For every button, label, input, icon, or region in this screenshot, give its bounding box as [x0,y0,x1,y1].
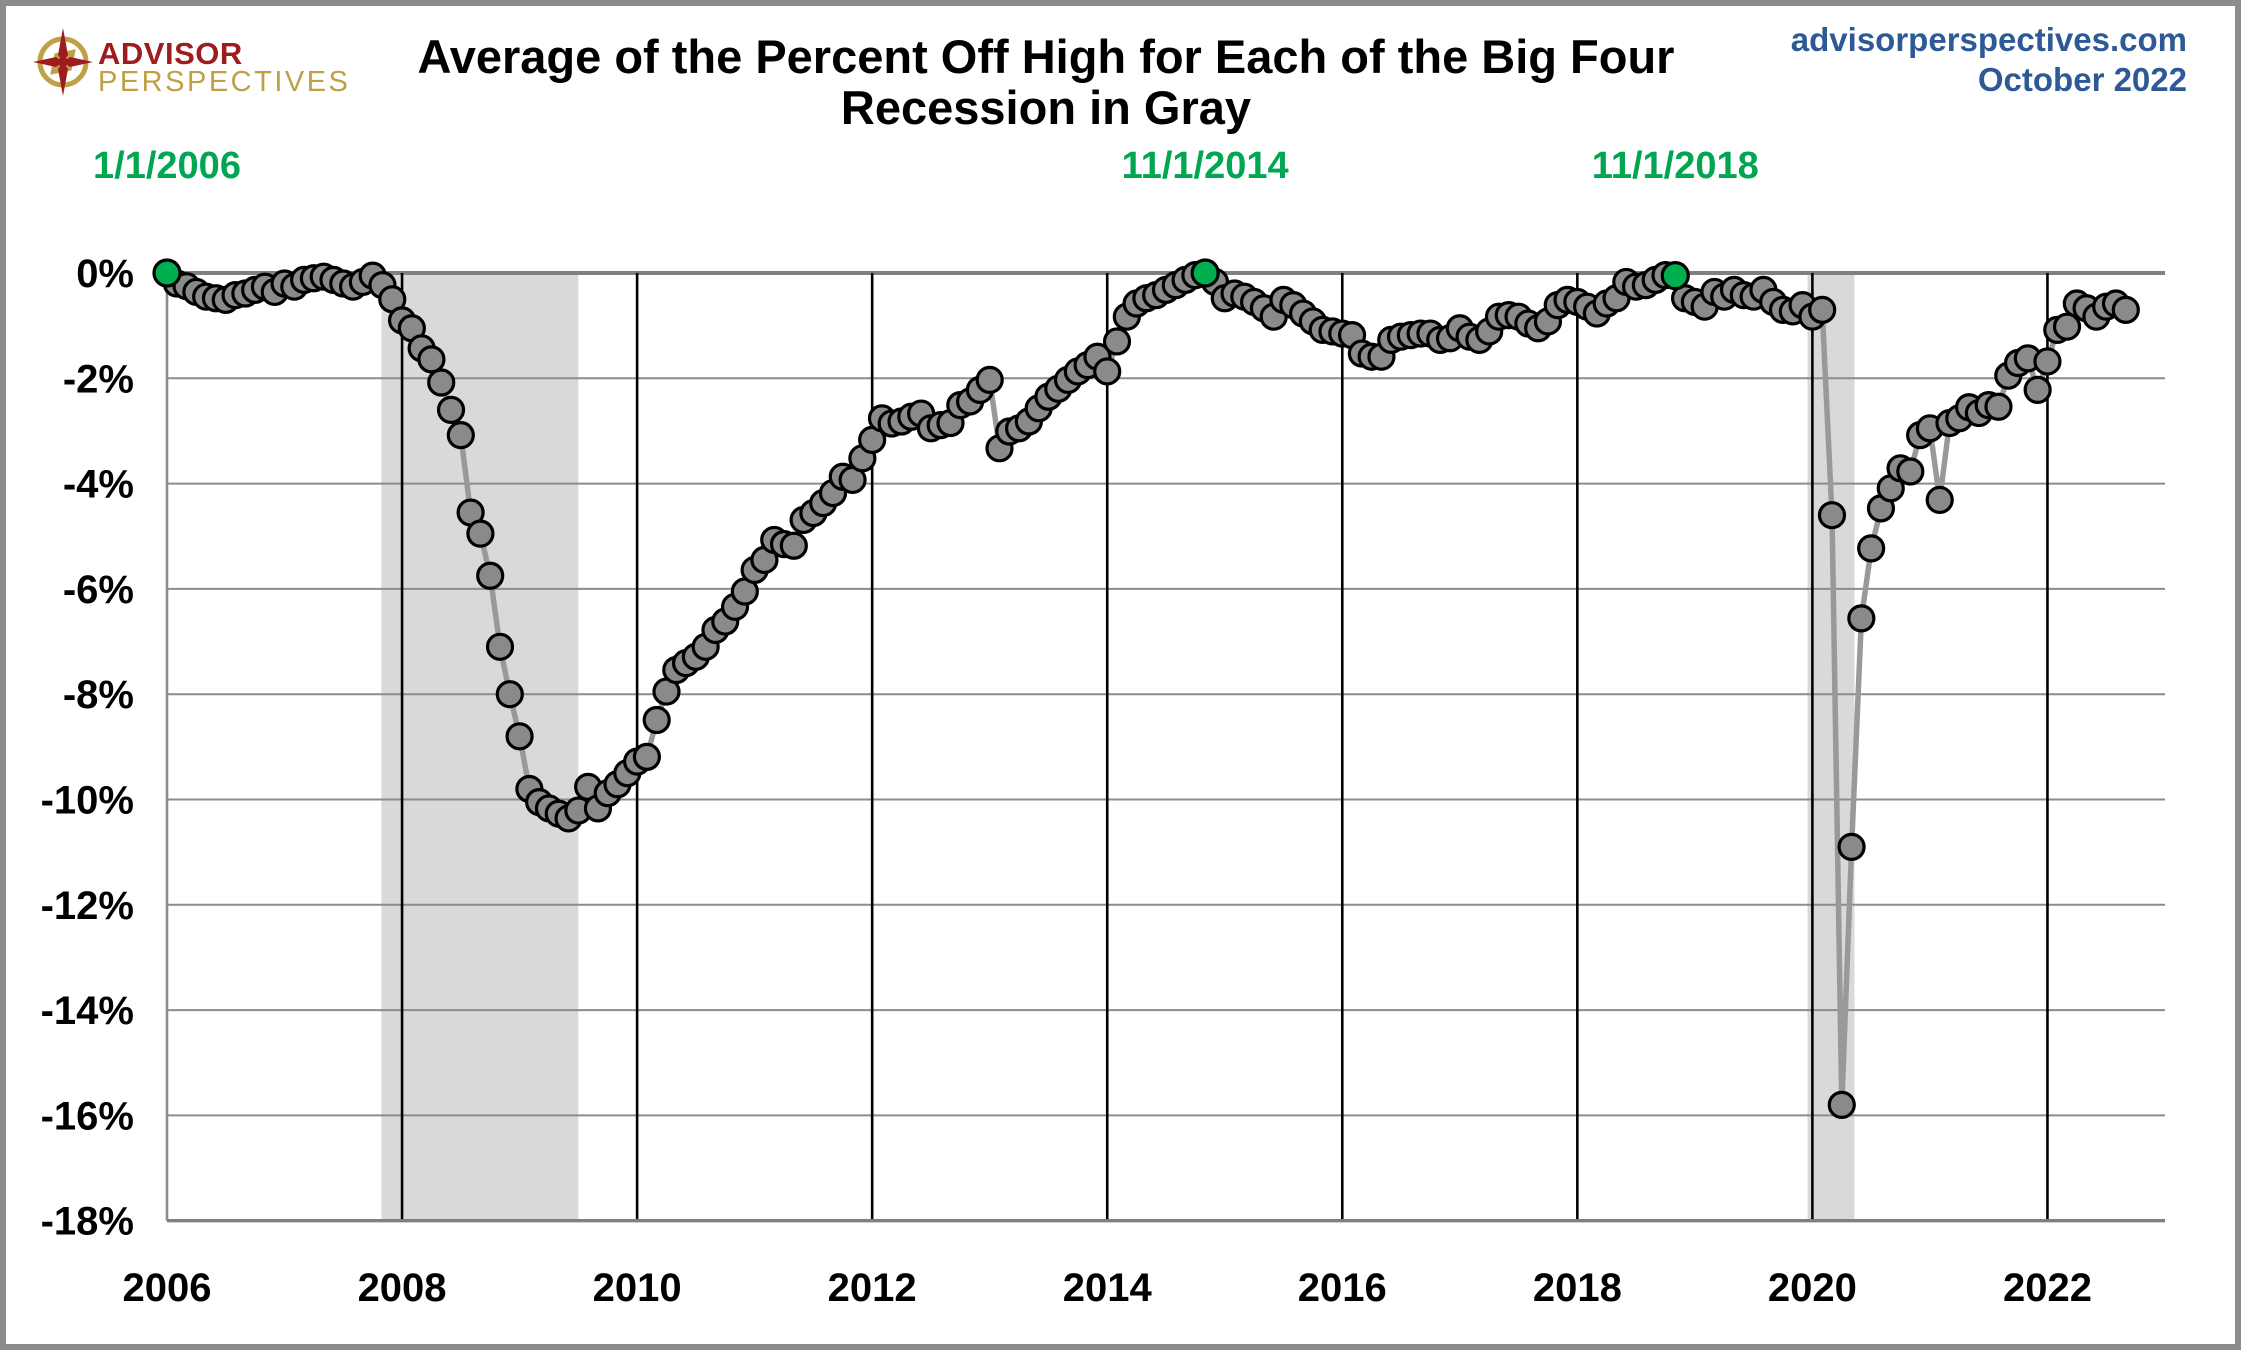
y-axis-tick-label: 0% [76,252,134,296]
highlight-point [152,258,182,288]
data-point [1102,327,1132,356]
x-axis-tick-label: 2018 [1533,1266,1622,1310]
data-point [1857,534,1886,563]
x-axis-tick-label: 2014 [1063,1266,1153,1310]
y-axis-tick-label: -4% [63,463,134,507]
chart-subtitle: Recession in Gray [840,80,1252,134]
data-point [632,742,662,771]
logo-text-perspectives: PERSPECTIVES [98,66,351,98]
y-axis-tick-label: -10% [41,779,134,823]
data-point [505,722,534,751]
data-point [1817,501,1847,530]
x-axis-tick-label: 2006 [123,1266,212,1310]
data-point [975,365,1004,394]
logo-text-advisor: ADVISOR [98,36,243,71]
chart-title: Average of the Percent Off High for Each… [417,30,1675,83]
data-point [642,705,671,735]
x-axis-tick-label: 2008 [358,1266,447,1310]
data-point [476,561,505,590]
data-point [1896,457,1925,486]
data-point [2052,312,2082,341]
recession-band [1807,273,1855,1221]
y-axis-tick-label: -8% [63,673,134,717]
data-point [1808,295,1837,324]
y-axis-tick-label: -18% [41,1200,134,1244]
y-axis-tick-label: -2% [63,357,134,401]
chart-canvas: 0% -2% -4% -6% -8% -10% -12% -14% -16% -18% 2006 20… [41,145,2165,1310]
x-axis-tick-label: 2022 [2003,1266,2092,1310]
source-date: October 2022 [1977,60,2187,98]
peak-date-annotation: 11/1/2014 [1122,145,1289,187]
y-axis-tick-label: -12% [41,884,134,928]
data-point [1093,357,1122,386]
x-axis-tick-label: 2012 [828,1266,917,1310]
data-point [466,519,495,548]
data-point [2033,347,2062,376]
data-point [1827,1090,1856,1119]
source-block: advisorperspectives.com October 2022 [1791,20,2187,99]
data-point [2023,375,2052,404]
data-point [427,368,456,397]
data-point [1847,604,1876,633]
x-axis-tick-label: 2020 [1768,1266,1857,1310]
data-point [779,531,808,560]
peak-date-annotation: 1/1/2006 [93,145,241,187]
data-point [495,680,524,709]
peak-date-annotation: 11/1/2018 [1592,145,1759,187]
compass-rose-icon [33,28,93,96]
data-point [1984,392,2013,421]
data-point [1925,485,1954,515]
chart-title-block: Average of the Percent Off High for Each… [306,30,1786,134]
data-point [446,421,475,450]
x-axis-tick-label: 2016 [1298,1266,1387,1310]
data-point [417,345,446,374]
y-axis-tick-label: -6% [63,568,134,612]
y-axis-tick-label: -14% [41,989,134,1033]
data-point [1837,832,1866,861]
source-website: advisorperspectives.com [1790,21,2187,58]
x-axis-tick-label: 2010 [593,1266,682,1310]
data-point [2111,295,2140,324]
highlight-point [1660,261,1690,291]
y-axis-tick-label: -16% [41,1094,134,1138]
data-point [436,395,466,424]
highlight-point [1190,258,1220,288]
data-point [485,632,515,661]
recession-band [381,273,579,1221]
